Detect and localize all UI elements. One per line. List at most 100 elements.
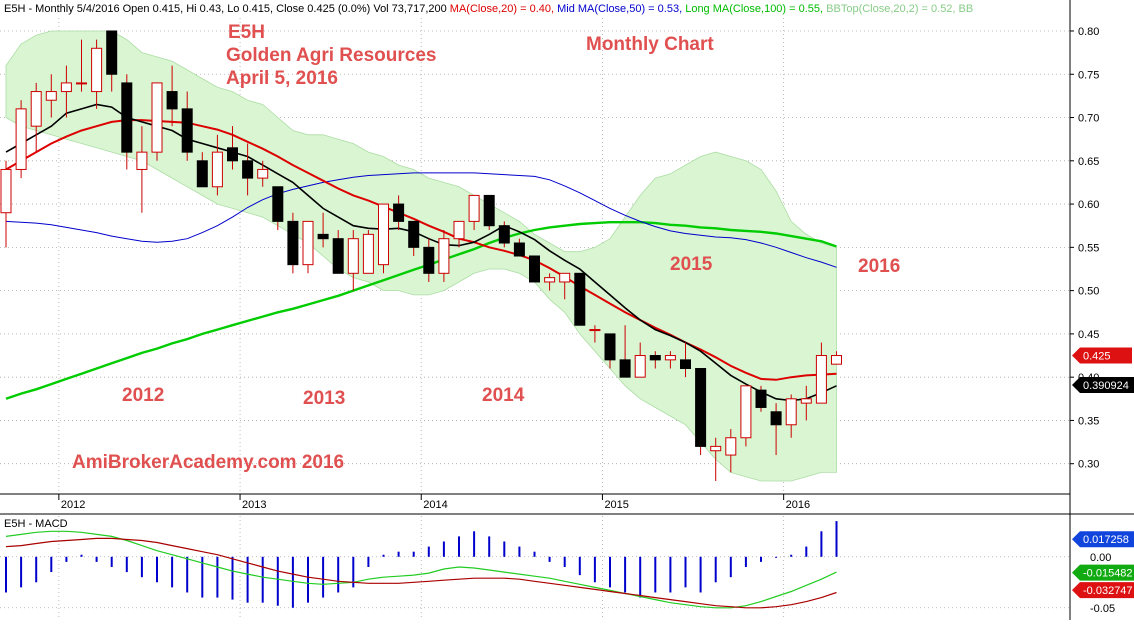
candle-body [770,411,782,426]
ma10-value-tag-box [1072,377,1134,394]
candle-body [785,398,797,426]
header-bbtop: BBTop(Close,20,2) = 0.52, BB [826,3,973,15]
candle-body [453,220,465,240]
candle-body [317,233,329,240]
price-tick-label: 0.70 [1078,113,1099,125]
year-2015-annotation: 2015 [670,254,713,275]
candle-body [559,272,571,283]
candle-body [121,82,133,153]
header-ma50: Mid MA(Close,50) = 0.53, [557,3,685,15]
signal-value-tag: -0.032747 [1072,582,1134,599]
candle-body [800,398,812,404]
price-tick-label: 0.45 [1078,329,1099,341]
candle-body [30,91,42,127]
last-price-tag-box [1072,347,1132,364]
time-tick-label: 2016 [786,499,810,511]
candle-body [710,445,722,452]
year-2016-annotation: 2016 [858,256,900,277]
ma10-value-tag: 0.390924 [1072,377,1134,394]
time-tick-label: 2014 [423,499,447,511]
candle-body [589,329,601,332]
candle-body [755,389,767,408]
last-price-tag: 0.425 [1072,347,1132,364]
price-tick-label: 0.55 [1078,242,1099,254]
signal-value-tag-text: -0.032747 [1083,585,1133,597]
price-tick-label: 0.50 [1078,286,1099,298]
candle-body [574,272,586,326]
company-annotation: Golden Agri Resources [226,45,436,66]
candle-body [468,194,480,222]
watermark-annotation: AmiBrokerAcademy.com 2016 [72,452,344,473]
header-main: E5H - Monthly 5/4/2016 Open 0.415, Hi 0.… [4,3,450,15]
ticker-annotation: E5H [228,22,265,43]
year-2014-annotation: 2014 [482,385,525,406]
candle-body [272,186,284,222]
candle-body [0,168,12,214]
candle-body [378,203,389,266]
header-ma100: Long MA(Close,100) = 0.55, [685,3,826,15]
date-annotation: April 5, 2016 [226,68,338,89]
chart-kind-annotation: Monthly Chart [586,34,714,55]
candle-body [181,108,193,153]
ma20-line [5,119,837,381]
candle-body [302,220,314,266]
time-tick-label: 2012 [61,499,85,511]
time-tick-label: 2015 [604,499,628,511]
candle-body [242,160,254,179]
candle-body [438,238,450,274]
candle-body [664,355,676,361]
candle-body [91,47,103,93]
macd-line [5,530,837,609]
candle-body [680,359,691,370]
candle-body [408,220,420,248]
macd-tick-label: 0.00 [1090,552,1111,564]
candle-body [227,147,238,162]
candle-body [347,238,359,274]
candle-body [604,333,616,361]
price-tick-label: 0.80 [1078,26,1099,38]
candle-body [498,225,510,244]
candle-body [393,203,405,222]
candle-body [619,359,631,378]
candle-body [60,82,72,93]
signal-line [5,537,837,609]
year-2012-annotation: 2012 [122,385,164,406]
candle-body [815,355,827,404]
price-tick-label: 0.30 [1078,459,1099,471]
candle-body [196,160,208,188]
candle-body [136,151,148,170]
price-tick-label: 0.75 [1078,69,1099,81]
candle-body [15,108,27,170]
price-tick-label: 0.65 [1078,156,1099,168]
ma100-line [5,221,837,400]
candle-body [695,368,707,447]
macd-line-value-tag: -0.015482 [1072,564,1134,581]
candle-body [483,194,495,227]
candle-body [106,30,118,75]
macd-value-tag-box [1072,531,1134,548]
macd-line-value-tag-box [1072,564,1134,581]
candle-body [287,220,299,266]
price-tick-label: 0.60 [1078,199,1099,211]
price-tick-label: 0.35 [1078,415,1099,427]
macd-value-tag-text: 0.017258 [1083,534,1129,546]
candle-body [362,233,374,274]
candle-body [211,151,223,188]
candle-body [831,355,842,365]
candle-body [634,355,646,378]
candle-body [166,91,178,110]
candle-body [544,277,556,283]
ma10-value-tag-text: 0.390924 [1083,380,1129,392]
candle-body [740,385,752,439]
ma10-line [5,103,837,402]
candle-body [151,82,163,153]
candle-body [725,437,737,456]
ma50-line [5,172,837,268]
macd-value-tag: 0.017258 [1072,531,1134,548]
header-line: E5H - Monthly 5/4/2016 Open 0.415, Hi 0.… [4,3,973,15]
candle-body [257,168,269,179]
time-tick-label: 2013 [242,499,266,511]
signal-value-tag-box [1072,582,1134,599]
